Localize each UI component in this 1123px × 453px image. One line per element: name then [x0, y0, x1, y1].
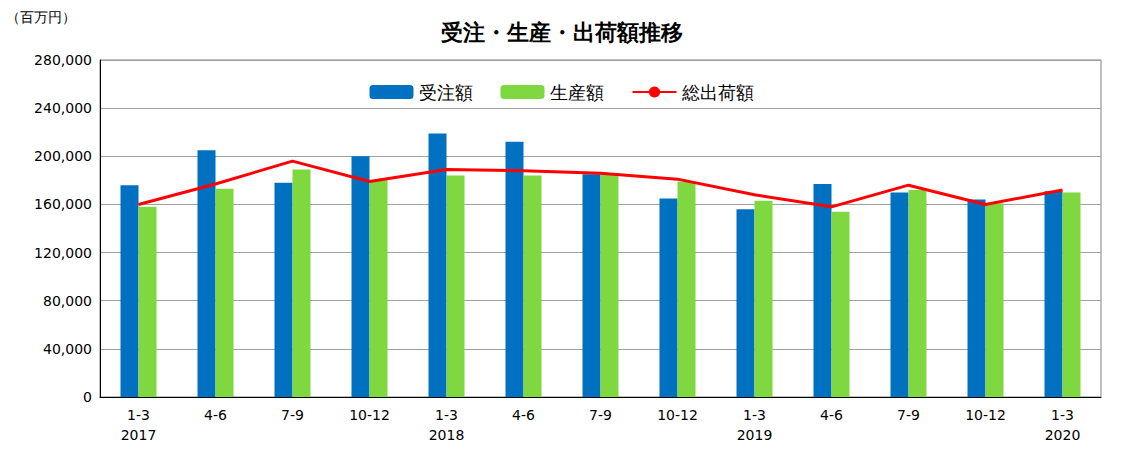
svg-text:40,000: 40,000 [43, 341, 92, 357]
svg-text:10-12: 10-12 [349, 407, 390, 423]
svg-text:200,000: 200,000 [34, 148, 92, 164]
svg-text:7-9: 7-9 [589, 407, 612, 423]
svg-text:2019: 2019 [737, 427, 773, 443]
svg-text:4-6: 4-6 [204, 407, 227, 423]
svg-text:4-6: 4-6 [512, 407, 535, 423]
svg-text:120,000: 120,000 [34, 245, 92, 261]
svg-text:240,000: 240,000 [34, 100, 92, 116]
svg-text:1-3: 1-3 [1051, 407, 1074, 423]
svg-text:受注・生産・出荷額推移: 受注・生産・出荷額推移 [441, 20, 683, 45]
svg-text:受注額: 受注額 [419, 82, 473, 103]
svg-text:280,000: 280,000 [34, 52, 92, 68]
svg-text:4-6: 4-6 [820, 407, 843, 423]
svg-text:2018: 2018 [429, 427, 465, 443]
svg-text:2020: 2020 [1045, 427, 1081, 443]
svg-text:7-9: 7-9 [897, 407, 920, 423]
svg-text:総出荷額: 総出荷額 [681, 82, 754, 103]
svg-text:7-9: 7-9 [281, 407, 304, 423]
svg-text:10-12: 10-12 [965, 407, 1006, 423]
svg-text:160,000: 160,000 [34, 196, 92, 212]
svg-text:1-3: 1-3 [127, 407, 150, 423]
svg-text:（百万円）: （百万円） [6, 9, 76, 25]
svg-text:1-3: 1-3 [743, 407, 766, 423]
svg-text:生産額: 生産額 [550, 82, 604, 103]
svg-text:1-3: 1-3 [435, 407, 458, 423]
svg-text:80,000: 80,000 [43, 293, 92, 309]
svg-text:2017: 2017 [121, 427, 157, 443]
svg-text:10-12: 10-12 [657, 407, 698, 423]
svg-text:0: 0 [83, 389, 92, 405]
